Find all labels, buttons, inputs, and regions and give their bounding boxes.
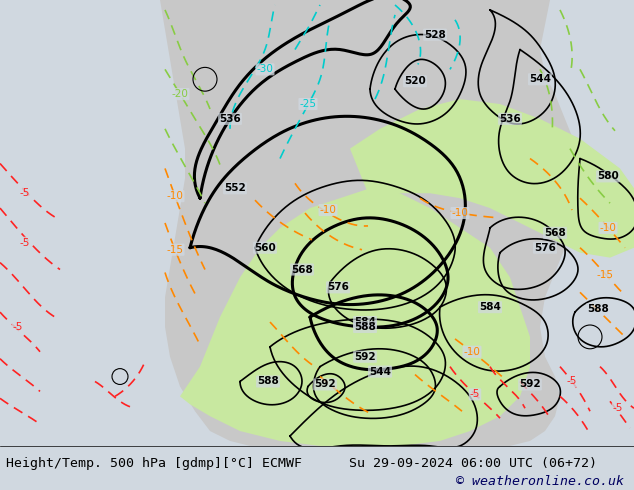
Text: -5: -5 <box>567 376 577 387</box>
Text: 584: 584 <box>354 317 376 327</box>
Text: 544: 544 <box>369 367 391 377</box>
Text: 588: 588 <box>354 322 376 332</box>
Text: -10: -10 <box>600 223 616 233</box>
Text: -5: -5 <box>613 403 623 413</box>
Text: 560: 560 <box>254 243 276 253</box>
Text: Height/Temp. 500 hPa [gdmp][°C] ECMWF: Height/Temp. 500 hPa [gdmp][°C] ECMWF <box>6 457 302 469</box>
Text: © weatheronline.co.uk: © weatheronline.co.uk <box>456 475 624 488</box>
Text: -5: -5 <box>470 390 480 399</box>
Text: -10: -10 <box>451 208 469 218</box>
Polygon shape <box>180 188 530 446</box>
Text: -20: -20 <box>172 89 188 99</box>
Text: 576: 576 <box>534 243 556 253</box>
Text: -5: -5 <box>20 188 30 198</box>
Text: 588: 588 <box>257 376 279 387</box>
Text: 536: 536 <box>219 114 241 124</box>
Text: Su 29-09-2024 06:00 UTC (06+72): Su 29-09-2024 06:00 UTC (06+72) <box>349 457 597 469</box>
Text: 544: 544 <box>529 74 551 84</box>
Text: 592: 592 <box>519 379 541 390</box>
Polygon shape <box>160 0 580 446</box>
Text: -25: -25 <box>299 99 316 109</box>
Text: 568: 568 <box>544 228 566 238</box>
Text: 584: 584 <box>479 302 501 312</box>
Text: -10: -10 <box>463 347 481 357</box>
Text: -30: -30 <box>257 64 273 74</box>
Text: -15: -15 <box>167 245 183 255</box>
Text: -10: -10 <box>167 191 183 201</box>
Text: -5: -5 <box>20 238 30 248</box>
Text: -15: -15 <box>597 270 614 280</box>
Text: 592: 592 <box>314 379 336 390</box>
Text: -5: -5 <box>13 322 23 332</box>
Polygon shape <box>350 99 634 258</box>
Text: 528: 528 <box>424 30 446 40</box>
Text: -10: -10 <box>320 205 337 215</box>
Text: 536: 536 <box>499 114 521 124</box>
Text: 576: 576 <box>327 282 349 293</box>
Text: 588: 588 <box>587 304 609 314</box>
Text: 520: 520 <box>404 76 426 86</box>
Text: 580: 580 <box>597 172 619 181</box>
Text: 552: 552 <box>224 183 246 193</box>
Text: 568: 568 <box>291 265 313 274</box>
Text: 592: 592 <box>354 352 376 362</box>
